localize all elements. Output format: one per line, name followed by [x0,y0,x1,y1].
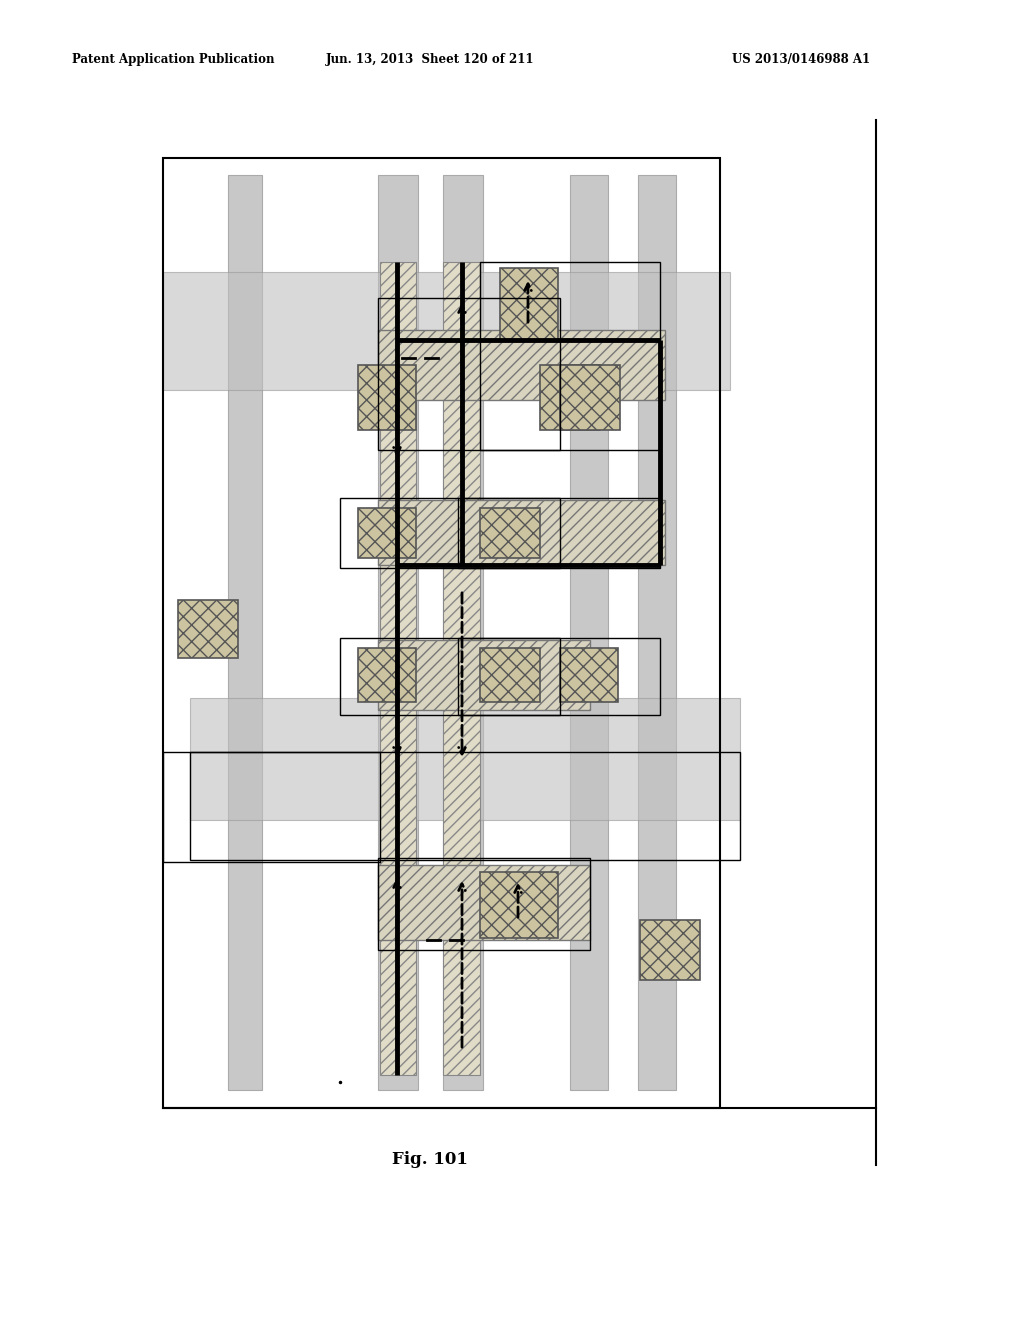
Bar [358,366,416,430]
Bar [190,752,740,861]
Bar [540,366,600,430]
Bar [358,648,416,702]
Bar [458,638,660,715]
Bar [443,261,480,1074]
Bar [378,176,418,1090]
Text: Fig. 101: Fig. 101 [392,1151,468,1168]
Bar [378,858,590,950]
Bar [228,176,262,1090]
Bar [378,500,665,565]
Bar [378,298,560,450]
Bar [163,272,730,389]
Bar [443,176,483,1090]
Bar [380,261,416,1074]
Bar [560,648,618,702]
Text: Jun. 13, 2013  Sheet 120 of 211: Jun. 13, 2013 Sheet 120 of 211 [326,54,535,66]
Bar [480,508,540,558]
Bar [378,640,590,710]
Bar [163,158,720,1107]
Bar [480,261,660,450]
Bar [378,330,665,400]
Bar [500,268,558,341]
Bar [640,920,700,979]
Text: Patent Application Publication: Patent Application Publication [72,54,274,66]
Bar [378,865,590,940]
Bar [340,638,560,715]
Bar [163,752,380,862]
Bar [480,873,558,939]
Bar [358,508,416,558]
Bar [458,498,660,568]
Bar [340,498,560,568]
Bar [178,601,238,657]
Bar [190,698,740,820]
Bar [480,648,540,702]
Bar [560,366,620,430]
Bar [638,176,676,1090]
Text: US 2013/0146988 A1: US 2013/0146988 A1 [732,54,870,66]
Bar [570,176,608,1090]
